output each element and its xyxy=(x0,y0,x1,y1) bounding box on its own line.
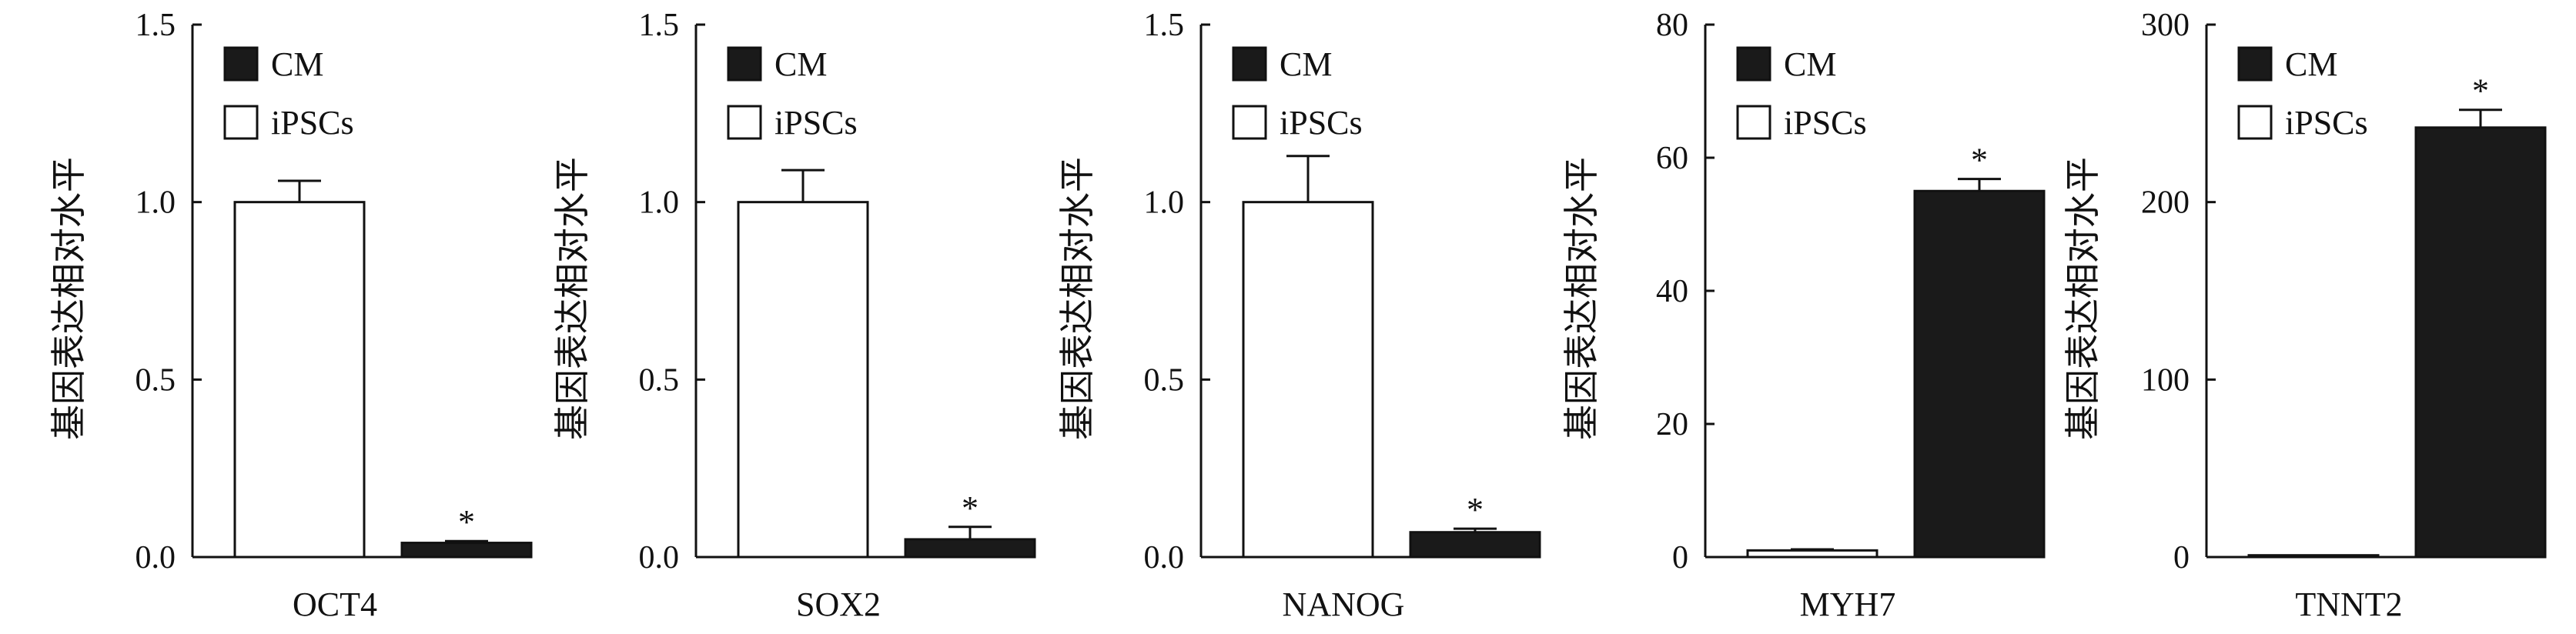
bar-cm xyxy=(1913,189,2046,559)
x-axis-label: NANOG xyxy=(1283,586,1405,623)
significance-marker: * xyxy=(1467,491,1484,529)
y-axis-label: 基因表达相对水平 xyxy=(49,157,89,440)
y-tick-label: 0 xyxy=(1672,540,1688,576)
y-tick-label: 1.5 xyxy=(639,8,680,43)
significance-marker: * xyxy=(2472,72,2489,110)
legend-swatch-cm xyxy=(1232,46,1267,82)
bar-ipscs xyxy=(233,201,366,559)
legend-label-ipscs: iPSCs xyxy=(1784,104,1867,142)
y-axis-label: 基因表达相对水平 xyxy=(1562,157,1601,440)
bar-ipscs xyxy=(2247,554,2380,559)
bar-ipscs xyxy=(1746,549,1878,559)
y-tick-label: 300 xyxy=(2141,8,2190,43)
legend-label-ipscs: iPSCs xyxy=(774,104,858,142)
significance-marker: * xyxy=(962,489,979,527)
x-axis-label: SOX2 xyxy=(796,586,881,623)
chart-panel-oct4: 0.0 0.5 1.0 1.5 基因表达相对水平 OCT4 * CM iPSCs xyxy=(49,8,533,623)
legend-label-cm: CM xyxy=(774,45,827,83)
significance-marker: * xyxy=(458,503,475,541)
y-tick-label: 1.5 xyxy=(135,8,176,43)
x-axis-label: TNNT2 xyxy=(2295,586,2402,623)
chart-panel-tnnt2: 0 100 200 300 基因表达相对水平 TNNT2 * CM iPSCs xyxy=(2063,8,2547,623)
y-tick-label: 40 xyxy=(1656,274,1688,309)
bar-cm xyxy=(2414,126,2547,559)
y-axis-label: 基因表达相对水平 xyxy=(1058,157,1097,440)
legend-swatch-cm xyxy=(727,46,762,82)
legend-swatch-cm xyxy=(223,46,259,82)
legend-swatch-ipscs xyxy=(2237,105,2273,140)
y-tick-label: 60 xyxy=(1656,141,1688,176)
legend-swatch-ipscs xyxy=(1232,105,1267,140)
y-tick-label: 80 xyxy=(1656,8,1688,43)
legend-label-cm: CM xyxy=(2285,45,2337,83)
legend-label-cm: CM xyxy=(271,45,323,83)
legend-label-ipscs: iPSCs xyxy=(1280,104,1363,142)
legend-label-cm: CM xyxy=(1280,45,1332,83)
chart-panel-nanog: 0.0 0.5 1.0 1.5 基因表达相对水平 NANOG * CM iPSCs xyxy=(1058,8,1541,623)
bar-ipscs xyxy=(737,201,869,559)
y-tick-label: 100 xyxy=(2141,362,2190,398)
y-axis-label: 基因表达相对水平 xyxy=(2063,157,2103,440)
y-tick-label: 0.0 xyxy=(1144,540,1185,576)
bar-cm xyxy=(904,538,1036,559)
y-tick-label: 1.0 xyxy=(135,185,176,221)
y-axis-label: 基因表达相对水平 xyxy=(553,157,592,440)
y-tick-label: 0.5 xyxy=(135,362,176,398)
legend-label-cm: CM xyxy=(1784,45,1836,83)
bar-cm xyxy=(1409,531,1541,559)
y-tick-label: 20 xyxy=(1656,407,1688,442)
legend-swatch-cm xyxy=(2237,46,2273,82)
legend-label-ipscs: iPSCs xyxy=(2285,104,2368,142)
legend-swatch-ipscs xyxy=(727,105,762,140)
y-tick-label: 1.0 xyxy=(639,185,680,221)
y-tick-label: 1.0 xyxy=(1144,185,1185,221)
y-tick-label: 0 xyxy=(2173,540,2190,576)
y-tick-label: 200 xyxy=(2141,185,2190,221)
y-tick-label: 0.0 xyxy=(135,540,176,576)
legend-swatch-cm xyxy=(1736,46,1771,82)
chart-panel-myh7: 0 20 40 60 80 基因表达相对水平 MYH7 * CM iPSCs xyxy=(1562,8,2046,623)
y-tick-label: 0.0 xyxy=(639,540,680,576)
legend-swatch-ipscs xyxy=(223,105,259,140)
y-tick-label: 0.5 xyxy=(1144,362,1185,398)
chart-panel-sox2: 0.0 0.5 1.0 1.5 基因表达相对水平 SOX2 * CM iPSCs xyxy=(553,8,1036,623)
y-tick-label: 0.5 xyxy=(639,362,680,398)
bar-cm xyxy=(400,542,533,559)
y-tick-label: 1.5 xyxy=(1144,8,1185,43)
significance-marker: * xyxy=(1971,142,1988,179)
x-axis-label: MYH7 xyxy=(1800,586,1896,623)
bar-ipscs xyxy=(1242,201,1374,559)
legend-label-ipscs: iPSCs xyxy=(271,104,354,142)
x-axis-label: OCT4 xyxy=(293,586,377,623)
legend-swatch-ipscs xyxy=(1736,105,1771,140)
